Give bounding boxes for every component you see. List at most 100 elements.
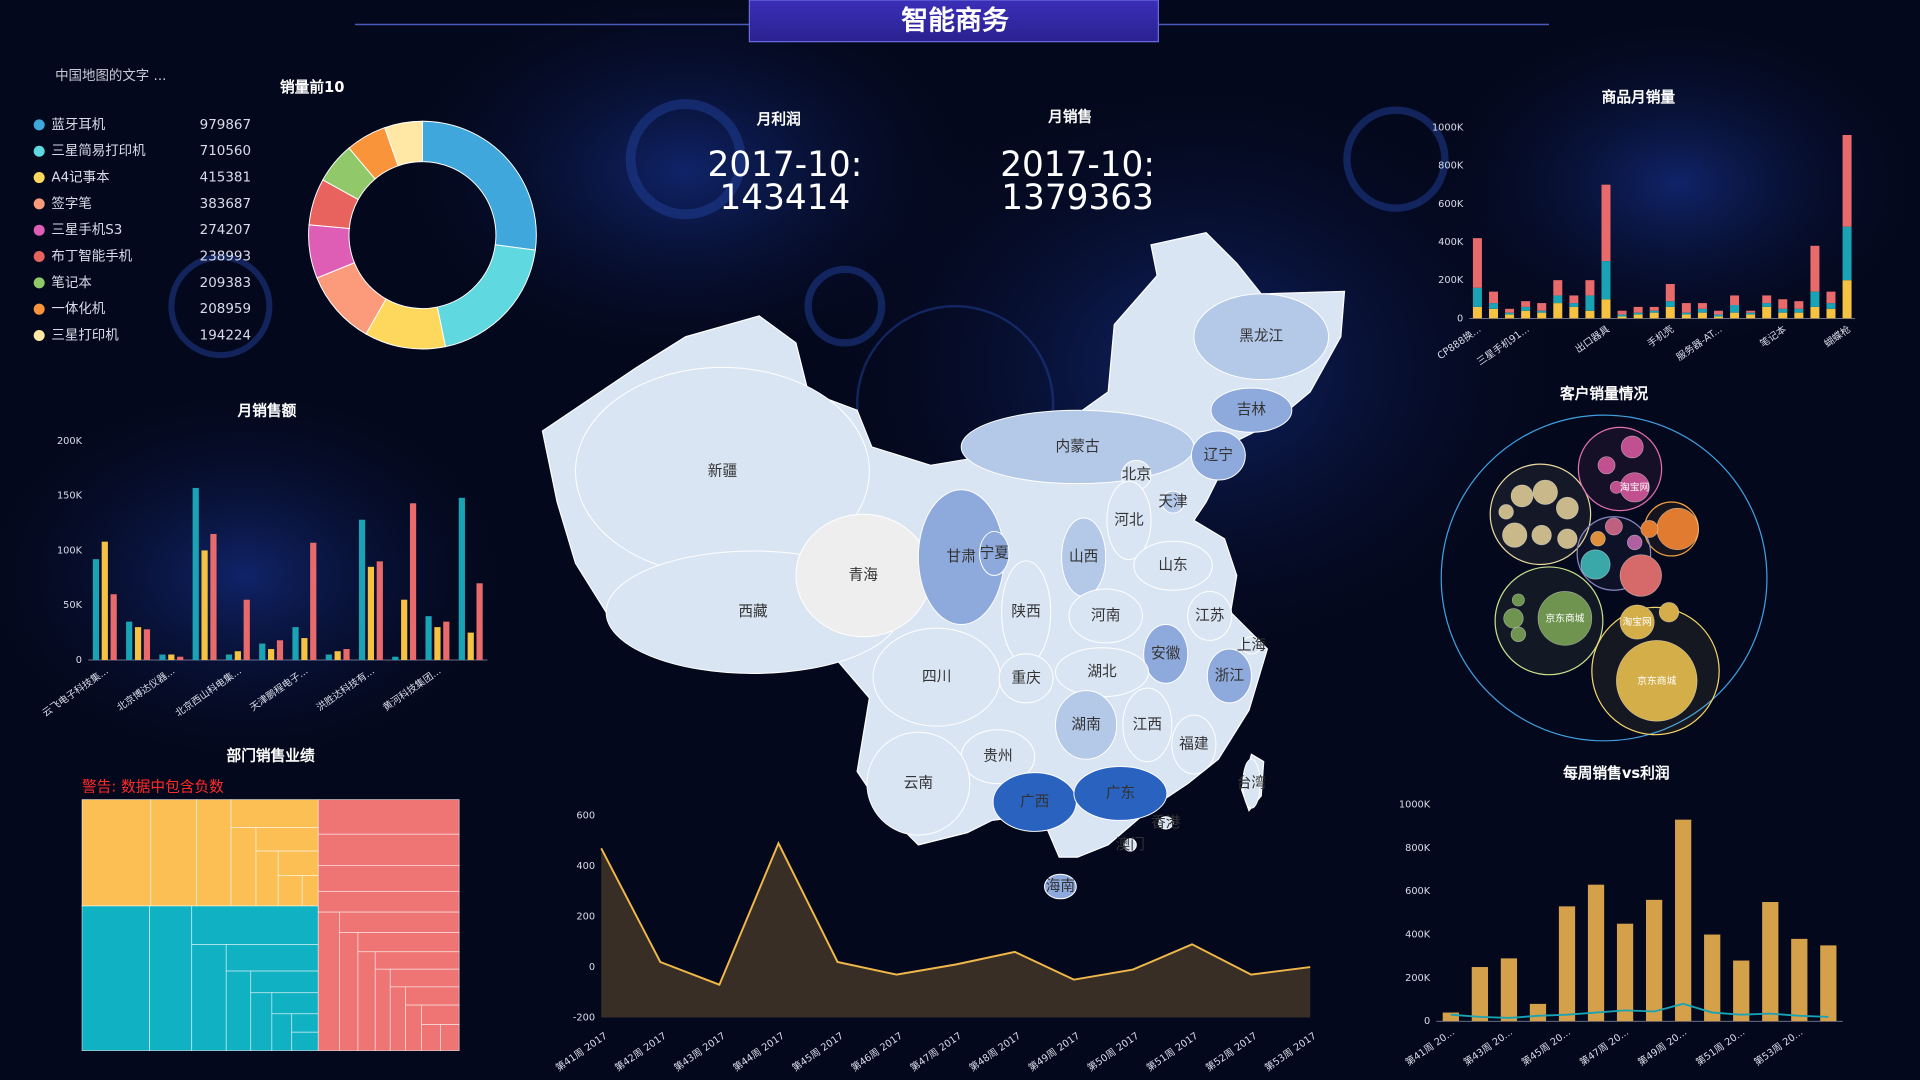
treemap-cell: [277, 875, 303, 907]
bar-segment: [1746, 312, 1756, 315]
bar: [1442, 1012, 1459, 1022]
legend-value: 208959: [200, 302, 251, 317]
legend-value: 209383: [200, 276, 251, 291]
bar-segment: [1810, 291, 1820, 307]
chart-title: 销量前10: [280, 78, 345, 96]
bubble: [1502, 522, 1528, 548]
y-tick-label: 600K: [1405, 886, 1431, 897]
y-tick-label: 0: [589, 962, 595, 973]
chart-title: 月销售额: [237, 401, 297, 419]
kpi-title: 月利润: [756, 110, 801, 128]
bar-segment: [1826, 308, 1836, 319]
bar-segment: [1553, 280, 1563, 296]
bar-segment: [1665, 301, 1675, 307]
bar: [334, 651, 341, 660]
map-region-label: 重庆: [1011, 669, 1041, 686]
map-region-label: 江西: [1133, 716, 1162, 733]
bubble: [1590, 531, 1606, 547]
bar-segment: [1826, 291, 1836, 304]
bar: [1733, 960, 1750, 1022]
bar: [367, 566, 375, 660]
bar-segment: [1746, 314, 1756, 319]
bar-segment: [1585, 295, 1595, 311]
map-region: [979, 530, 1010, 576]
glow: [0, 367, 539, 784]
bar-segment: [1649, 306, 1659, 311]
bubble: [1557, 528, 1578, 549]
bubble: [1580, 549, 1611, 580]
bubble-label: 京东商城: [1545, 611, 1584, 624]
bar-segment: [1633, 314, 1643, 319]
bar: [1558, 906, 1576, 1022]
treemap-cell: [317, 890, 460, 913]
bubble: [1658, 602, 1680, 623]
bar: [201, 550, 208, 660]
treemap-cell: [339, 911, 460, 933]
bar-segment: [1649, 312, 1659, 319]
treemap-cell: [440, 1024, 460, 1051]
treemap-cell: [225, 970, 252, 1051]
bar-segment: [1617, 314, 1627, 317]
treemap-cell: [255, 850, 279, 907]
bar-segment: [1472, 306, 1482, 319]
treemap-cell: [149, 905, 193, 1051]
legend-marker: [33, 145, 45, 157]
y-tick-label: 400K: [1438, 237, 1464, 248]
bar: [1762, 902, 1779, 1022]
bar: [1645, 899, 1663, 1022]
bar-segment: [1601, 261, 1611, 300]
treemap-cell: [317, 799, 460, 835]
treemap-cell: [271, 1013, 293, 1051]
bar-segment: [1826, 303, 1836, 309]
bar: [301, 638, 308, 660]
map-region-label: 安徽: [1151, 645, 1181, 662]
bar: [409, 503, 417, 660]
map-region: [1073, 766, 1168, 821]
bar-segment: [1762, 303, 1772, 307]
bubble: [1616, 640, 1698, 722]
bar: [210, 533, 217, 660]
treemap-cell: [291, 1031, 319, 1051]
bar-segment: [1601, 299, 1611, 319]
map-region-label: 广东: [1106, 784, 1135, 801]
bubble: [1656, 507, 1699, 551]
map-region-label: 河南: [1091, 607, 1120, 624]
bubble-group: [1577, 426, 1663, 512]
bubble: [1503, 608, 1524, 629]
map-region-label: 甘肃: [947, 548, 976, 565]
map-region: [1190, 430, 1246, 481]
legend-label: 签字笔: [51, 195, 91, 212]
bar-segment: [1505, 312, 1515, 315]
legend-marker: [33, 330, 45, 342]
map-region-label: 四川: [922, 668, 951, 685]
y-tick-label: 50K: [63, 600, 82, 611]
bar: [1616, 923, 1634, 1022]
map-region-label: 广西: [1020, 793, 1049, 810]
legend-value: 979867: [200, 118, 251, 133]
bubble-container: [1440, 414, 1768, 742]
bar-segment: [1730, 295, 1740, 305]
map-region-label: 西藏: [738, 603, 768, 620]
map-region-label: 上海: [1237, 636, 1267, 653]
map-region-label: 河北: [1114, 511, 1144, 528]
map-region-label: 云南: [904, 775, 933, 792]
bar-segment: [1697, 308, 1707, 313]
y-tick-label: 0: [1457, 313, 1463, 324]
bar-segment: [1649, 310, 1659, 313]
treemap-cell: [405, 986, 460, 1006]
kpi-period: 2017-10:: [708, 145, 863, 185]
bar: [143, 629, 151, 660]
area: [601, 843, 1311, 1018]
bar: [358, 519, 366, 660]
map-region-label: 宁夏: [980, 544, 1010, 561]
bar-segment: [1730, 304, 1740, 313]
map-region-label: 青海: [849, 567, 879, 584]
treemap-cell: [389, 968, 460, 988]
treemap-cell: [317, 833, 460, 866]
bar-segment: [1537, 303, 1547, 311]
bar: [110, 594, 117, 660]
treemap-cell: [339, 932, 359, 1051]
map-region-label: 湖南: [1071, 716, 1100, 733]
bar-segment: [1746, 310, 1756, 313]
